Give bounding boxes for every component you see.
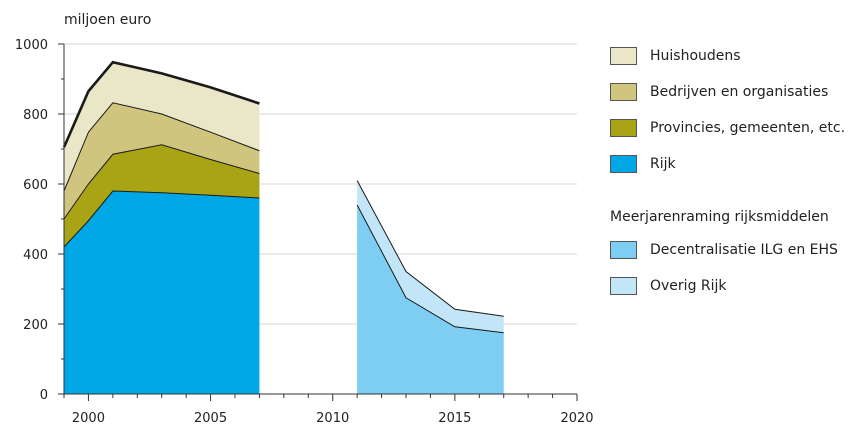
historical-line-2 <box>63 102 260 192</box>
legend-item-rijk: Rijk <box>610 146 860 182</box>
x-tick-label: 2000 <box>72 411 105 426</box>
projection-area-1 <box>357 180 504 333</box>
unit-label: miljoen euro <box>64 12 151 28</box>
legend-swatch <box>610 241 637 259</box>
legend-item-huishoudens: Huishoudens <box>610 38 860 74</box>
legend-label: Huishoudens <box>650 48 741 64</box>
legend-item-bedrijven: Bedrijven en organisaties <box>610 74 860 110</box>
y-tick-label: 800 <box>23 108 48 123</box>
legend-label: Provincies, gemeenten, etc. <box>650 120 846 136</box>
historical-line-1 <box>63 144 260 220</box>
legend-swatch <box>610 155 637 173</box>
legend-swatch <box>610 119 637 137</box>
projection-line-1 <box>356 180 504 317</box>
historical-area-3 <box>64 62 260 192</box>
legend-swatch <box>610 47 637 65</box>
projection-line-0 <box>356 204 504 334</box>
x-tick-label: 2010 <box>316 411 349 426</box>
legend-item-decentralisatie: Decentralisatie ILG en EHS <box>610 232 860 268</box>
historical-line-0 <box>63 190 260 248</box>
legend-label: Rijk <box>650 156 676 172</box>
y-tick-label: 400 <box>23 248 48 263</box>
legend-item-overig-rijk: Overig Rijk <box>610 268 860 304</box>
historical-area-1 <box>64 144 260 247</box>
historical-line-3 <box>62 60 260 148</box>
x-tick-label: 2005 <box>194 411 227 426</box>
legend-swatch <box>610 83 637 101</box>
y-tick-label: 200 <box>23 318 48 333</box>
legend-label: Overig Rijk <box>650 278 727 294</box>
x-tick-label: 2015 <box>438 411 471 426</box>
historical-area-2 <box>64 102 260 219</box>
legend-heading: Meerjarenraming rijksmiddelen <box>610 209 829 225</box>
legend-label: Bedrijven en organisaties <box>650 84 829 100</box>
projection-area-0 <box>357 205 504 394</box>
legend-label: Decentralisatie ILG en EHS <box>650 242 838 258</box>
legend-swatch <box>610 277 637 295</box>
y-tick-label: 1000 <box>15 38 48 53</box>
historical-area-0 <box>64 191 260 394</box>
legend: Huishoudens Bedrijven en organisaties Pr… <box>610 38 860 304</box>
x-tick-label: 2020 <box>560 411 593 426</box>
y-tick-label: 600 <box>23 178 48 193</box>
legend-item-provincies: Provincies, gemeenten, etc. <box>610 110 860 146</box>
y-tick-label: 0 <box>40 388 48 403</box>
